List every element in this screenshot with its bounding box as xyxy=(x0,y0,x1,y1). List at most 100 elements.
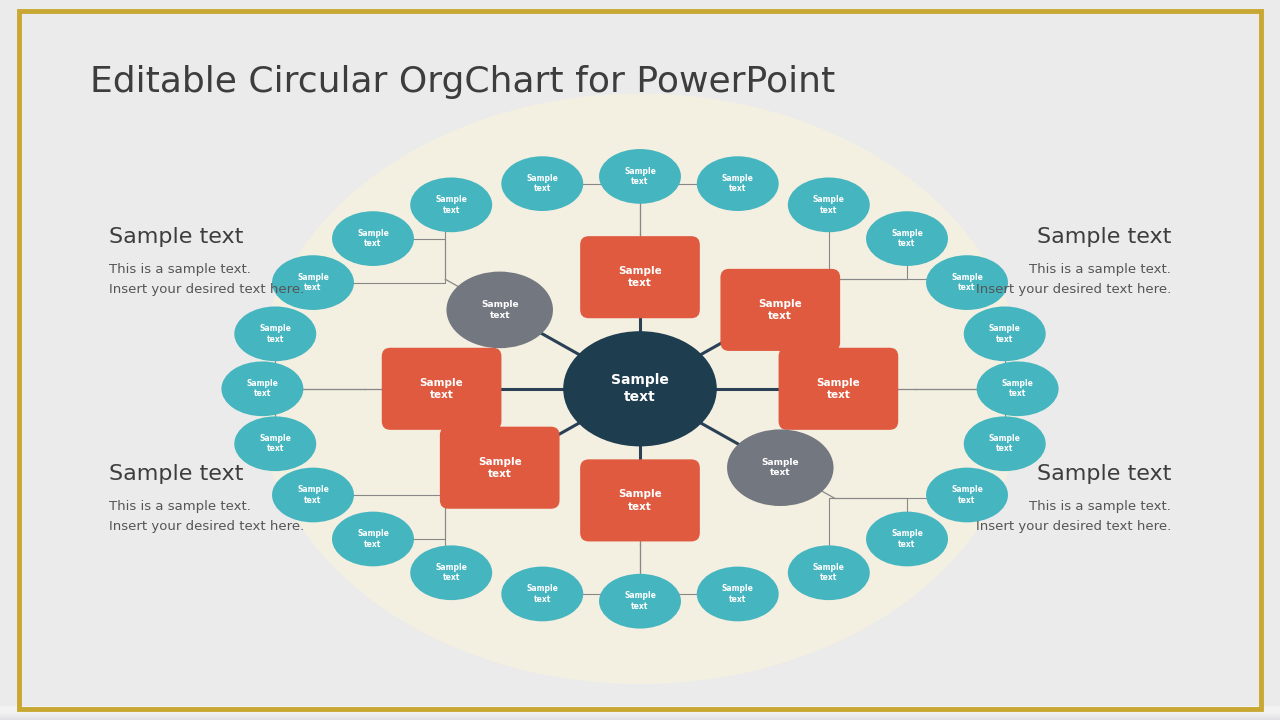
Bar xyxy=(0,706,1280,713)
Bar xyxy=(0,712,1280,719)
Bar xyxy=(0,710,1280,717)
Bar xyxy=(0,710,1280,717)
Text: This is a sample text.
Insert your desired text here.: This is a sample text. Insert your desir… xyxy=(109,500,305,534)
Bar xyxy=(0,711,1280,719)
Text: Sample
text: Sample text xyxy=(526,584,558,603)
Bar xyxy=(0,712,1280,719)
Bar xyxy=(0,707,1280,714)
Ellipse shape xyxy=(696,156,778,211)
Ellipse shape xyxy=(563,331,717,446)
Bar xyxy=(0,709,1280,716)
Bar xyxy=(0,707,1280,714)
Bar xyxy=(0,708,1280,715)
Bar xyxy=(0,708,1280,715)
Text: Sample
text: Sample text xyxy=(951,485,983,505)
Text: Sample
text: Sample text xyxy=(817,377,860,400)
Bar xyxy=(0,711,1280,718)
Bar xyxy=(0,711,1280,718)
Bar xyxy=(0,708,1280,716)
Text: Sample
text: Sample text xyxy=(357,229,389,248)
Text: Sample
text: Sample text xyxy=(722,174,754,194)
Bar xyxy=(0,711,1280,718)
Ellipse shape xyxy=(599,574,681,629)
Bar xyxy=(0,710,1280,717)
Bar xyxy=(0,706,1280,714)
Bar xyxy=(0,706,1280,714)
Bar xyxy=(0,710,1280,717)
Bar xyxy=(0,707,1280,714)
Bar xyxy=(0,707,1280,714)
Bar xyxy=(0,708,1280,715)
Text: Sample
text: Sample text xyxy=(435,195,467,215)
Bar xyxy=(0,711,1280,719)
Bar xyxy=(0,706,1280,714)
Bar xyxy=(0,710,1280,717)
Bar xyxy=(0,708,1280,716)
Bar xyxy=(0,712,1280,719)
Ellipse shape xyxy=(447,271,553,348)
Bar xyxy=(0,706,1280,714)
Text: Sample
text: Sample text xyxy=(813,195,845,215)
Bar xyxy=(0,712,1280,719)
Text: Sample text: Sample text xyxy=(109,227,243,247)
Text: Sample
text: Sample text xyxy=(247,379,278,398)
Bar xyxy=(0,706,1280,714)
Text: Sample
text: Sample text xyxy=(625,167,655,186)
Ellipse shape xyxy=(964,307,1046,361)
Bar xyxy=(0,709,1280,716)
Ellipse shape xyxy=(256,94,1024,684)
Bar xyxy=(0,706,1280,714)
Bar xyxy=(0,709,1280,716)
Text: Sample
text: Sample text xyxy=(611,373,669,405)
Bar xyxy=(0,708,1280,715)
Bar xyxy=(0,711,1280,718)
Bar xyxy=(0,709,1280,716)
Bar xyxy=(0,706,1280,714)
Bar xyxy=(0,707,1280,714)
Bar xyxy=(0,708,1280,716)
Ellipse shape xyxy=(599,149,681,204)
Text: This is a sample text.
Insert your desired text here.: This is a sample text. Insert your desir… xyxy=(109,263,305,296)
Bar xyxy=(0,710,1280,717)
Text: Sample
text: Sample text xyxy=(722,584,754,603)
Ellipse shape xyxy=(273,468,355,522)
Bar xyxy=(0,711,1280,719)
Bar xyxy=(0,712,1280,719)
Bar xyxy=(0,708,1280,716)
Text: Sample text: Sample text xyxy=(109,464,243,485)
Ellipse shape xyxy=(234,307,316,361)
Bar xyxy=(0,706,1280,713)
Ellipse shape xyxy=(221,361,303,416)
Ellipse shape xyxy=(411,545,493,600)
Bar xyxy=(0,713,1280,720)
Text: Sample
text: Sample text xyxy=(1002,379,1033,398)
Text: Sample
text: Sample text xyxy=(260,324,292,343)
Text: Sample
text: Sample text xyxy=(526,174,558,194)
Ellipse shape xyxy=(332,512,413,567)
Bar xyxy=(0,706,1280,714)
Bar xyxy=(0,707,1280,714)
Text: Sample
text: Sample text xyxy=(260,434,292,454)
Text: Sample text: Sample text xyxy=(1037,464,1171,485)
Bar xyxy=(0,713,1280,720)
FancyBboxPatch shape xyxy=(580,236,700,318)
Text: Editable Circular OrgChart for PowerPoint: Editable Circular OrgChart for PowerPoin… xyxy=(90,65,835,99)
Bar xyxy=(0,706,1280,713)
Bar xyxy=(0,708,1280,715)
Bar xyxy=(0,711,1280,719)
Text: Sample
text: Sample text xyxy=(477,456,521,479)
FancyBboxPatch shape xyxy=(440,427,559,509)
Bar xyxy=(0,713,1280,720)
Bar xyxy=(0,708,1280,715)
Bar xyxy=(0,707,1280,714)
Bar xyxy=(0,710,1280,717)
Bar xyxy=(0,706,1280,713)
FancyBboxPatch shape xyxy=(778,348,899,430)
Bar xyxy=(0,713,1280,720)
Bar xyxy=(0,711,1280,718)
Bar xyxy=(0,713,1280,720)
Ellipse shape xyxy=(502,156,584,211)
Bar xyxy=(0,711,1280,718)
Ellipse shape xyxy=(977,361,1059,416)
Bar xyxy=(0,709,1280,716)
